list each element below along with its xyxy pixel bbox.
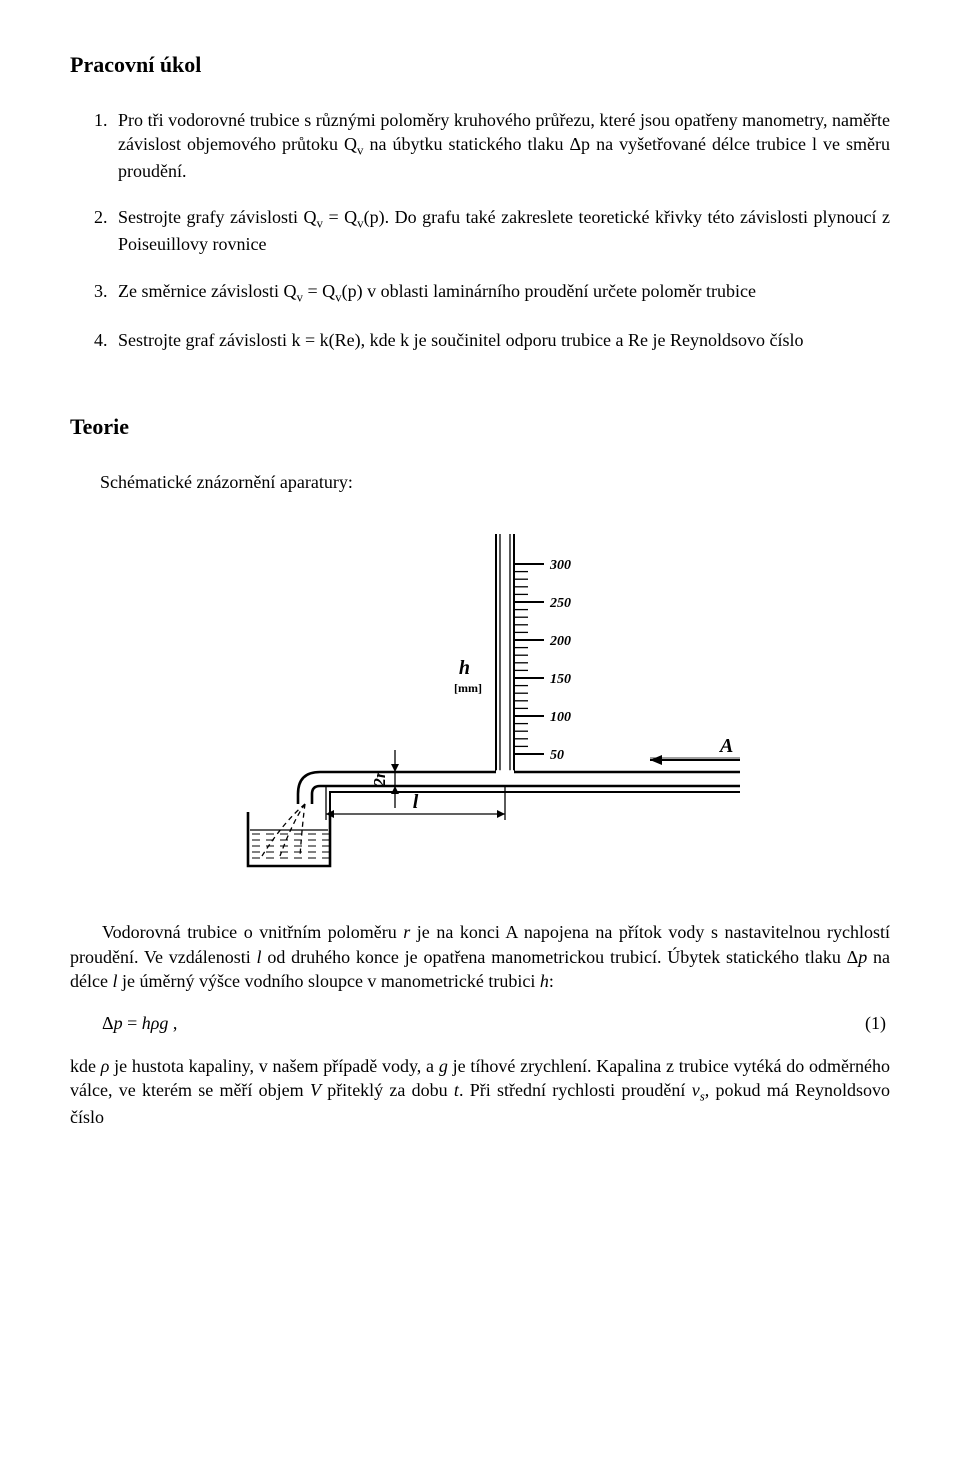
svg-text:h: h bbox=[459, 657, 470, 679]
equation-body: Δp = hρg , bbox=[70, 1011, 177, 1035]
svg-text:[mm]: [mm] bbox=[454, 681, 482, 695]
svg-text:150: 150 bbox=[550, 672, 571, 687]
svg-text:200: 200 bbox=[549, 634, 571, 649]
equation-row: Δp = hρg , (1) bbox=[70, 1011, 890, 1035]
svg-text:l: l bbox=[413, 791, 419, 813]
svg-text:A: A bbox=[718, 735, 733, 757]
equation-number: (1) bbox=[865, 1011, 890, 1035]
schematic-label: Schématické znázornění aparatury: bbox=[100, 470, 890, 494]
svg-text:2r: 2r bbox=[370, 771, 389, 788]
task-item: Ze směrnice závislosti Qv = Qv(p) v obla… bbox=[112, 279, 890, 306]
task-item: Sestrojte graf závislosti k = k(Re), kde… bbox=[112, 328, 890, 352]
svg-text:300: 300 bbox=[549, 558, 571, 573]
page-title: Pracovní úkol bbox=[70, 50, 890, 80]
apparatus-svg: 300 250 200 150 100 50 h [mm] 2r l A bbox=[200, 524, 760, 874]
svg-text:250: 250 bbox=[549, 596, 571, 611]
task-list: Pro tři vodorovné trubice s různými polo… bbox=[70, 108, 890, 352]
paragraph: kde ρ je hustota kapaliny, v našem přípa… bbox=[70, 1054, 890, 1130]
task-item: Pro tři vodorovné trubice s různými polo… bbox=[112, 108, 890, 184]
task-item: Sestrojte grafy závislosti Qv = Qv(p). D… bbox=[112, 205, 890, 256]
theory-heading: Teorie bbox=[70, 412, 890, 442]
svg-text:100: 100 bbox=[550, 710, 571, 725]
paragraph: Vodorovná trubice o vnitřním poloměru r … bbox=[70, 920, 890, 993]
svg-text:50: 50 bbox=[550, 748, 564, 763]
apparatus-figure: 300 250 200 150 100 50 h [mm] 2r l A bbox=[70, 524, 890, 880]
